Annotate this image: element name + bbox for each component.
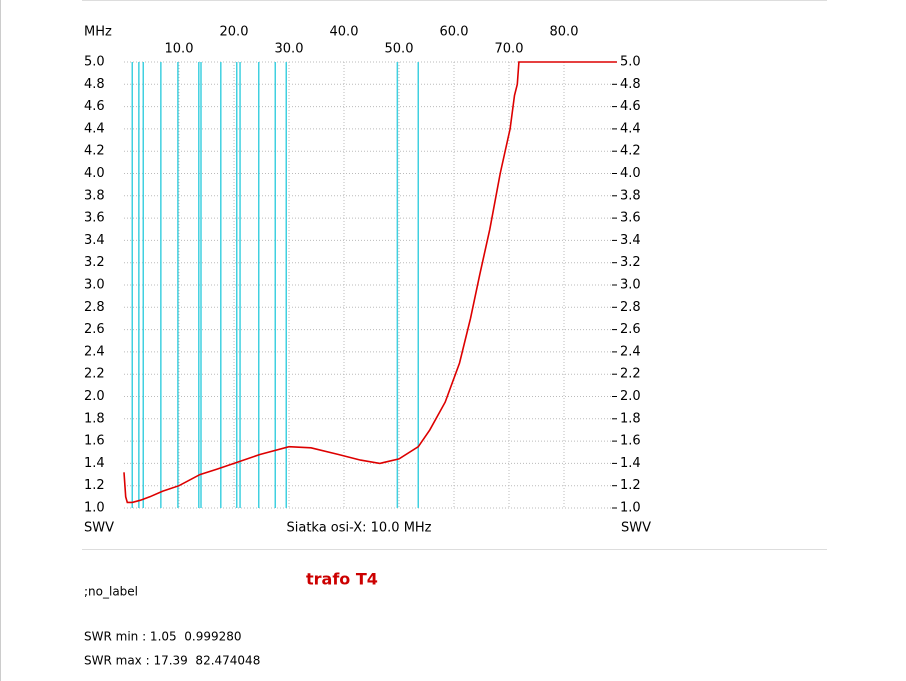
note: SWR min : 1.05 0.999280 <box>84 630 242 644</box>
y-tick-label: 4.0 <box>84 166 105 181</box>
y-tick-label-right: 1.6 <box>620 434 641 449</box>
y-tick-label: 2.4 <box>84 344 105 359</box>
swr-line <box>123 61 617 504</box>
y-tick-label-right: 5.0 <box>620 55 641 70</box>
x-tick-label: 30.0 <box>275 42 304 57</box>
y-tick-label: 3.4 <box>84 233 105 248</box>
note: ;no_label <box>84 585 138 599</box>
y-tick-label-right: 2.0 <box>620 389 641 404</box>
y-tick-label-right: 4.0 <box>620 166 641 181</box>
y-tick-label-right: 2.8 <box>620 300 641 315</box>
y-tick-label-right: 1.8 <box>620 411 641 426</box>
y-tick-label-right: 4.8 <box>620 77 641 92</box>
y-tick-label-right: 1.4 <box>620 456 641 471</box>
y-tick-label: 2.0 <box>84 389 105 404</box>
subtitle: trafo T4 <box>306 570 378 589</box>
y-tick-label: 4.2 <box>84 144 105 159</box>
y-tick-label: 5.0 <box>84 55 105 70</box>
y-tick-label-right: 2.2 <box>620 367 641 382</box>
y-label-right: SWV <box>621 521 651 536</box>
y-tick-label: 2.8 <box>84 300 105 315</box>
y-tick-label-right: 3.6 <box>620 211 641 226</box>
note: SWR max : 17.39 82.474048 <box>84 654 260 668</box>
y-tick-label: 2.6 <box>84 322 105 337</box>
y-tick-label-right: 2.6 <box>620 322 641 337</box>
y-tick-label: 3.2 <box>84 255 105 270</box>
y-tick-label: 1.4 <box>84 456 105 471</box>
y-tick-label: 3.6 <box>84 211 105 226</box>
y-tick-label-right: 2.4 <box>620 344 641 359</box>
y-tick-label: 2.2 <box>84 367 105 382</box>
y-tick-label: 3.0 <box>84 278 105 293</box>
x-tick-label: 20.0 <box>220 25 249 40</box>
y-tick-label-right: 4.6 <box>620 99 641 114</box>
x-grid-note: Siatka osi-X: 10.0 MHz <box>286 521 431 536</box>
x-tick-label: 40.0 <box>330 25 359 40</box>
y-tick-label-right: 4.2 <box>620 144 641 159</box>
y-tick-label-right: 3.4 <box>620 233 641 248</box>
x-tick-label: 50.0 <box>385 42 414 57</box>
x-tick-label: 60.0 <box>440 25 469 40</box>
y-tick-label-right: 1.2 <box>620 478 641 493</box>
x-tick-label: 80.0 <box>550 25 579 40</box>
y-tick-label: 4.6 <box>84 99 105 114</box>
y-tick-label: 1.2 <box>84 478 105 493</box>
y-tick-label: 4.8 <box>84 77 105 92</box>
y-tick-label: 3.8 <box>84 188 105 203</box>
y-tick-label: 4.4 <box>84 121 105 136</box>
y-tick-label-right: 3.0 <box>620 278 641 293</box>
y-tick-label-right: 4.4 <box>620 121 641 136</box>
y-tick-label-right: 1.0 <box>620 501 641 516</box>
x-unit: MHz <box>84 25 112 40</box>
x-tick-label: 10.0 <box>165 42 194 57</box>
y-tick-label: 1.0 <box>84 501 105 516</box>
y-tick-label: 1.8 <box>84 411 105 426</box>
x-tick-label: 70.0 <box>495 42 524 57</box>
y-tick-label-right: 3.2 <box>620 255 641 270</box>
y-tick-label: 1.6 <box>84 434 105 449</box>
y-tick-label-right: 3.8 <box>620 188 641 203</box>
y-label-left: SWV <box>84 521 114 536</box>
